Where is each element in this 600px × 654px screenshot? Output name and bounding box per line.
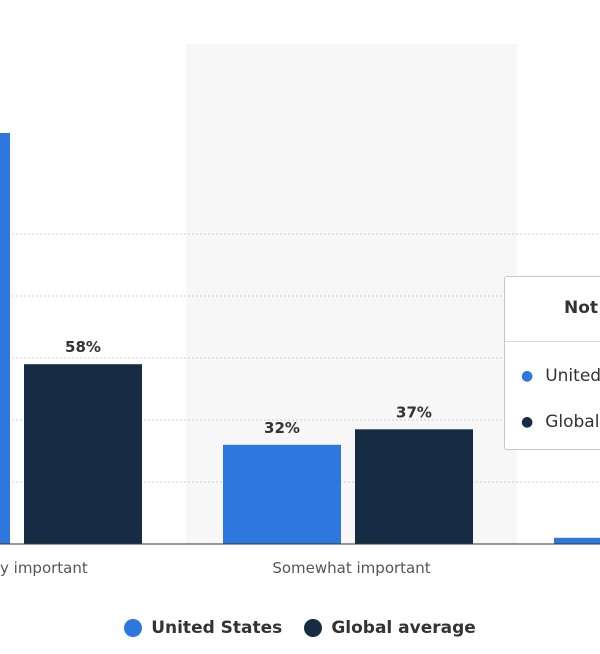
chart-tooltip: Not ● United ● Global xyxy=(504,276,600,450)
legend-marker-united-states xyxy=(124,619,143,637)
tooltip-row-global-average: ● Global xyxy=(505,399,600,445)
tooltip-bullet-icon: ● xyxy=(521,368,534,384)
legend-item-global-average[interactable]: Global average xyxy=(304,618,476,638)
legend-label-global-average: Global average xyxy=(331,618,476,638)
data-label: 58% xyxy=(65,338,101,356)
bar-0-1[interactable] xyxy=(24,364,142,544)
tooltip-row-united-states: ● United xyxy=(505,353,600,399)
x-tick-label: y important xyxy=(0,559,88,577)
chart-legend: United States Global average xyxy=(0,612,600,644)
bar-1-0[interactable] xyxy=(223,444,341,544)
data-label: 32% xyxy=(264,419,300,437)
legend-marker-global-average xyxy=(304,619,323,637)
tooltip-label-united-states: United xyxy=(545,366,600,386)
legend-label-united-states: United States xyxy=(151,618,283,638)
data-label: 37% xyxy=(396,403,432,421)
x-tick-label: Somewhat important xyxy=(272,559,430,577)
tooltip-bullet-icon: ● xyxy=(521,414,534,430)
tooltip-title: Not xyxy=(505,277,600,342)
legend-item-united-states[interactable]: United States xyxy=(124,618,282,638)
bar-2-0[interactable] xyxy=(554,537,600,544)
bar-0-0[interactable] xyxy=(0,133,10,544)
bar-1-1[interactable] xyxy=(355,429,473,544)
tooltip-label-global-average: Global xyxy=(545,412,600,432)
